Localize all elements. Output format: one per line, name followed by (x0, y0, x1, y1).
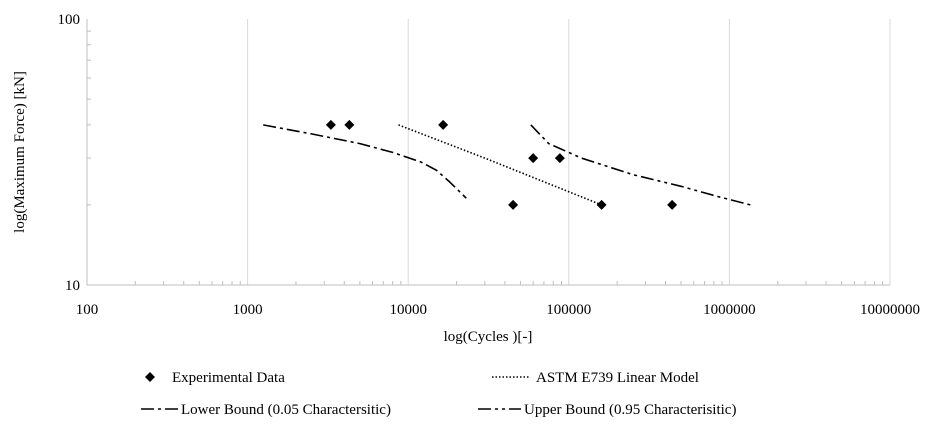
legend-item-astm: ASTM E739 Linear Model (492, 370, 699, 386)
data-point-diamond (554, 153, 565, 164)
x-axis-label: log(Cycles )[-] (444, 329, 533, 345)
x-tick-label: 1000 (233, 302, 263, 318)
grid-lines (247, 19, 891, 285)
legend-item-experimental: Experimental Data (145, 370, 285, 386)
series-line-1 (398, 124, 602, 206)
y-tick-label: 100 (58, 12, 81, 28)
series (263, 119, 751, 210)
axes (86, 19, 890, 286)
data-point-diamond (528, 153, 539, 164)
legend-item-lower: Lower Bound (0.05 Charactersitic) (141, 402, 391, 418)
legend-diamond-icon (145, 372, 155, 382)
data-point-diamond (325, 119, 336, 130)
legend-item-upper: Upper Bound (0.95 Characterisitic) (478, 402, 736, 418)
x-tick-label: 10000 (389, 302, 427, 318)
legend: Experimental Data ASTM E739 Linear Model… (141, 370, 736, 418)
x-tick-label: 100000 (546, 302, 591, 318)
y-axis-label: log(Maximum Force) [kN] (12, 71, 28, 233)
legend-label-lower: Lower Bound (0.05 Charactersitic) (181, 402, 391, 418)
series-line-3 (530, 124, 751, 206)
data-point-diamond (344, 119, 355, 130)
x-tick-label: 100 (76, 302, 99, 318)
legend-label-upper: Upper Bound (0.95 Characterisitic) (524, 402, 736, 418)
tick-labels: 100 1000 10000 100000 1000000 10000000 10 100 (58, 12, 921, 318)
y-tick-label: 10 (65, 278, 80, 294)
x-tick-label: 10000000 (860, 302, 920, 318)
minor-ticks (87, 30, 884, 285)
series-line-2 (263, 124, 467, 199)
legend-label-astm: ASTM E739 Linear Model (536, 370, 699, 386)
x-tick-label: 1000000 (703, 302, 756, 318)
data-point-diamond (667, 199, 678, 210)
legend-label-experimental: Experimental Data (172, 370, 285, 386)
data-point-diamond (508, 199, 519, 210)
data-point-diamond (438, 119, 449, 130)
